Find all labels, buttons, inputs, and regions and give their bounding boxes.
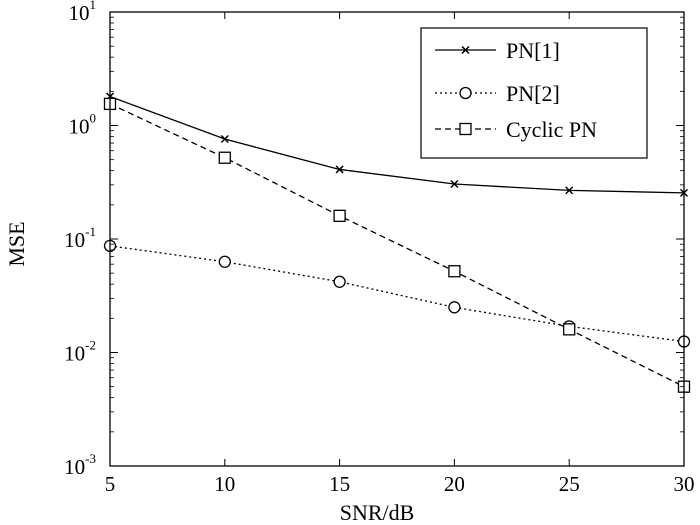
marker-stroke (220, 134, 229, 144)
legend-entry: PN[2] (435, 81, 560, 106)
y-tick-exponent: -3 (85, 451, 96, 466)
data-point (218, 151, 231, 164)
data-point (450, 180, 459, 189)
y-tick-label: 100 (69, 111, 97, 139)
y-tick-base: 10 (64, 455, 85, 479)
data-point (333, 275, 346, 288)
series-pn-2 (103, 239, 691, 348)
y-tick-base: 10 (64, 342, 85, 366)
series-line (109, 95, 685, 194)
y-tick-exponent: 0 (90, 111, 97, 126)
x-tick-label: 5 (105, 472, 116, 496)
x-tick-label: 10 (214, 472, 235, 496)
marker-stroke (450, 180, 459, 189)
series-line (109, 103, 685, 388)
y-tick-label: 10-2 (64, 338, 96, 366)
y-tick-exponent: -2 (85, 338, 96, 353)
legend-label: Cyclic PN (506, 117, 597, 142)
marker-stroke (461, 45, 470, 55)
data-point (448, 301, 461, 314)
x-axis-title: SNR/dB (340, 500, 415, 525)
legend: PN[1] PN[2] Cyclic PN (420, 27, 648, 159)
data-point (448, 265, 461, 278)
data-point (220, 134, 229, 144)
marker-stroke (335, 165, 344, 174)
legend-marker (459, 122, 472, 136)
data-point (563, 323, 576, 336)
marker-stroke (565, 186, 574, 195)
legend-label: PN[2] (506, 81, 560, 106)
y-tick-base: 10 (64, 228, 85, 252)
legend-entry: PN[1] (435, 38, 560, 63)
x-tick-label: 30 (674, 472, 695, 496)
series-line (109, 245, 685, 343)
legend-marker (461, 45, 470, 55)
data-point (565, 186, 574, 195)
x-tick-label: 25 (559, 472, 580, 496)
data-point (333, 209, 346, 222)
y-tick-base: 10 (69, 115, 90, 139)
data-point (218, 255, 231, 268)
x-tick-label: 15 (329, 472, 350, 496)
x-tick-label: 20 (444, 472, 465, 496)
y-axis-title: MSE (4, 221, 29, 266)
y-tick-label: 10-3 (64, 451, 96, 479)
y-tick-label: 101 (69, 0, 97, 25)
legend-marker (459, 86, 472, 100)
legend-label: PN[1] (506, 38, 560, 63)
y-tick-label: 10-1 (64, 224, 96, 252)
y-tick-exponent: -1 (85, 224, 96, 239)
y-tick-exponent: 1 (90, 0, 97, 12)
data-point (335, 165, 344, 174)
y-tick-base: 10 (69, 1, 90, 25)
legend-entry: Cyclic PN (435, 117, 597, 142)
